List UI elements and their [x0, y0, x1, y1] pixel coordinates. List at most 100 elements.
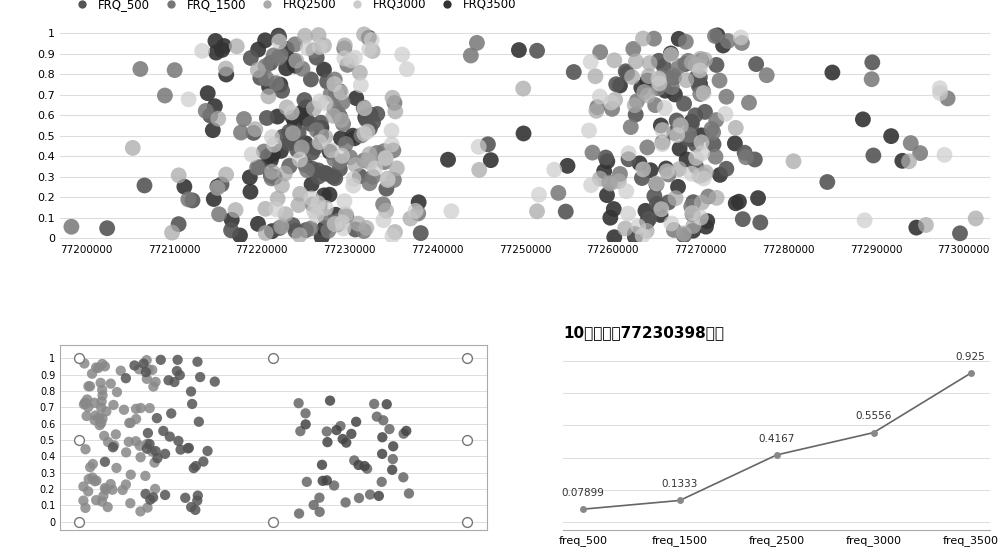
Point — [139, 374, 155, 383]
Point — [90, 364, 106, 373]
Point — [297, 31, 313, 40]
Point — [663, 219, 679, 228]
Point — [687, 111, 703, 120]
Point — [345, 181, 361, 190]
Point — [358, 224, 374, 232]
Point — [669, 116, 685, 125]
Point — [637, 206, 653, 215]
Point — [671, 34, 687, 43]
Point — [163, 409, 179, 418]
Point — [97, 484, 113, 492]
Point — [319, 476, 335, 485]
Point — [708, 116, 724, 125]
Point — [696, 89, 712, 98]
Point — [336, 197, 352, 205]
Point — [279, 45, 295, 54]
Point — [76, 400, 92, 408]
Point — [386, 98, 402, 107]
Point — [314, 233, 330, 242]
Point — [678, 38, 694, 46]
Point — [531, 190, 547, 199]
Point — [672, 144, 688, 153]
Point — [77, 398, 93, 407]
Point — [157, 491, 173, 500]
Text: 0.1333: 0.1333 — [662, 479, 698, 490]
Point — [328, 210, 344, 219]
Point — [401, 489, 417, 498]
Point — [310, 166, 326, 175]
Point — [335, 119, 351, 128]
Point — [700, 192, 716, 201]
Point — [692, 61, 708, 70]
Point — [352, 172, 368, 181]
Point — [395, 473, 411, 482]
Point — [105, 443, 121, 452]
Point — [200, 447, 216, 455]
Point — [671, 62, 687, 71]
Point — [592, 47, 608, 56]
Point — [319, 438, 335, 447]
Point — [692, 73, 708, 82]
Point — [653, 205, 669, 214]
Point — [330, 109, 346, 118]
Point — [109, 388, 125, 396]
Point — [123, 418, 139, 427]
Point — [317, 132, 333, 141]
Point — [311, 493, 327, 502]
Point — [693, 138, 709, 147]
Point — [676, 231, 692, 240]
Point — [267, 173, 283, 182]
Point — [688, 140, 704, 149]
Point — [330, 216, 346, 225]
Point — [346, 134, 362, 143]
Point — [932, 84, 948, 93]
Point — [356, 156, 372, 164]
Point — [273, 222, 289, 231]
Point — [663, 49, 679, 58]
Point — [785, 157, 801, 166]
Point — [360, 156, 376, 165]
Point — [362, 124, 378, 133]
Point — [387, 227, 403, 236]
Point — [302, 119, 318, 128]
Point — [640, 76, 656, 85]
Point — [184, 400, 200, 408]
Point — [207, 102, 223, 110]
Point — [318, 204, 334, 213]
Point — [300, 44, 316, 52]
Point — [353, 131, 369, 140]
Point — [374, 449, 390, 458]
Point — [471, 142, 487, 151]
Point — [692, 66, 708, 75]
Point — [627, 230, 643, 238]
Point — [306, 104, 322, 113]
Point — [628, 57, 644, 66]
Point — [624, 73, 640, 82]
Point — [315, 476, 331, 485]
Point — [86, 399, 102, 407]
Point — [738, 153, 754, 162]
Point — [628, 110, 644, 119]
Point — [651, 74, 667, 83]
Point — [192, 373, 208, 381]
Point — [378, 184, 394, 193]
Point — [649, 179, 665, 188]
Point — [396, 429, 412, 438]
Point — [684, 59, 700, 67]
Point — [285, 129, 301, 137]
Point — [322, 396, 338, 405]
Point — [333, 422, 349, 431]
Point — [208, 48, 224, 57]
Point — [864, 75, 880, 83]
Point — [752, 218, 768, 227]
Point — [688, 73, 704, 82]
Point — [350, 219, 366, 228]
Point — [242, 187, 258, 196]
Point — [306, 46, 322, 55]
Point — [106, 441, 122, 450]
Point — [170, 355, 186, 364]
Point — [651, 79, 667, 88]
Point — [328, 217, 344, 226]
Point — [693, 213, 709, 222]
Point — [329, 426, 345, 434]
